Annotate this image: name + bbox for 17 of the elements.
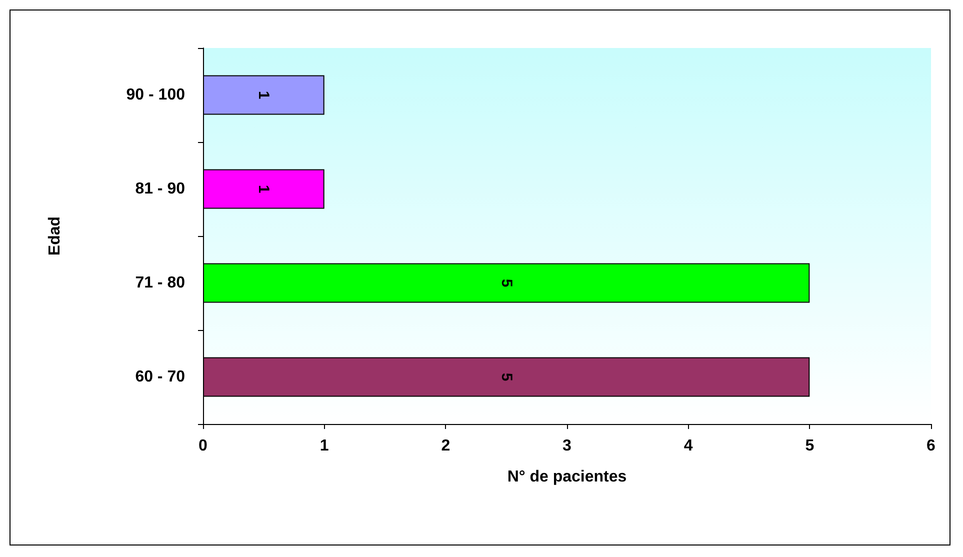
data-label: 1 [255, 184, 272, 194]
data-label: 5 [498, 372, 515, 382]
x-tick-label: 4 [684, 438, 693, 454]
x-tick-label: 6 [926, 438, 936, 454]
y-tick-label: 90 - 100 [126, 86, 186, 104]
x-tick-label: 2 [441, 438, 450, 454]
data-label: 1 [255, 90, 272, 100]
data-label: 5 [498, 278, 515, 288]
x-tick-label: 0 [198, 438, 208, 454]
x-axis-title: N° de pacientes [507, 468, 627, 486]
x-tick-label: 3 [562, 438, 572, 454]
y-tick-label: 60 - 70 [135, 368, 186, 386]
y-tick-label: 81 - 90 [135, 180, 186, 198]
x-tick-label: 5 [805, 438, 814, 454]
y-tick-label: 71 - 80 [135, 274, 186, 292]
x-tick-label: 1 [320, 438, 329, 454]
y-axis-title: Edad [46, 216, 64, 256]
